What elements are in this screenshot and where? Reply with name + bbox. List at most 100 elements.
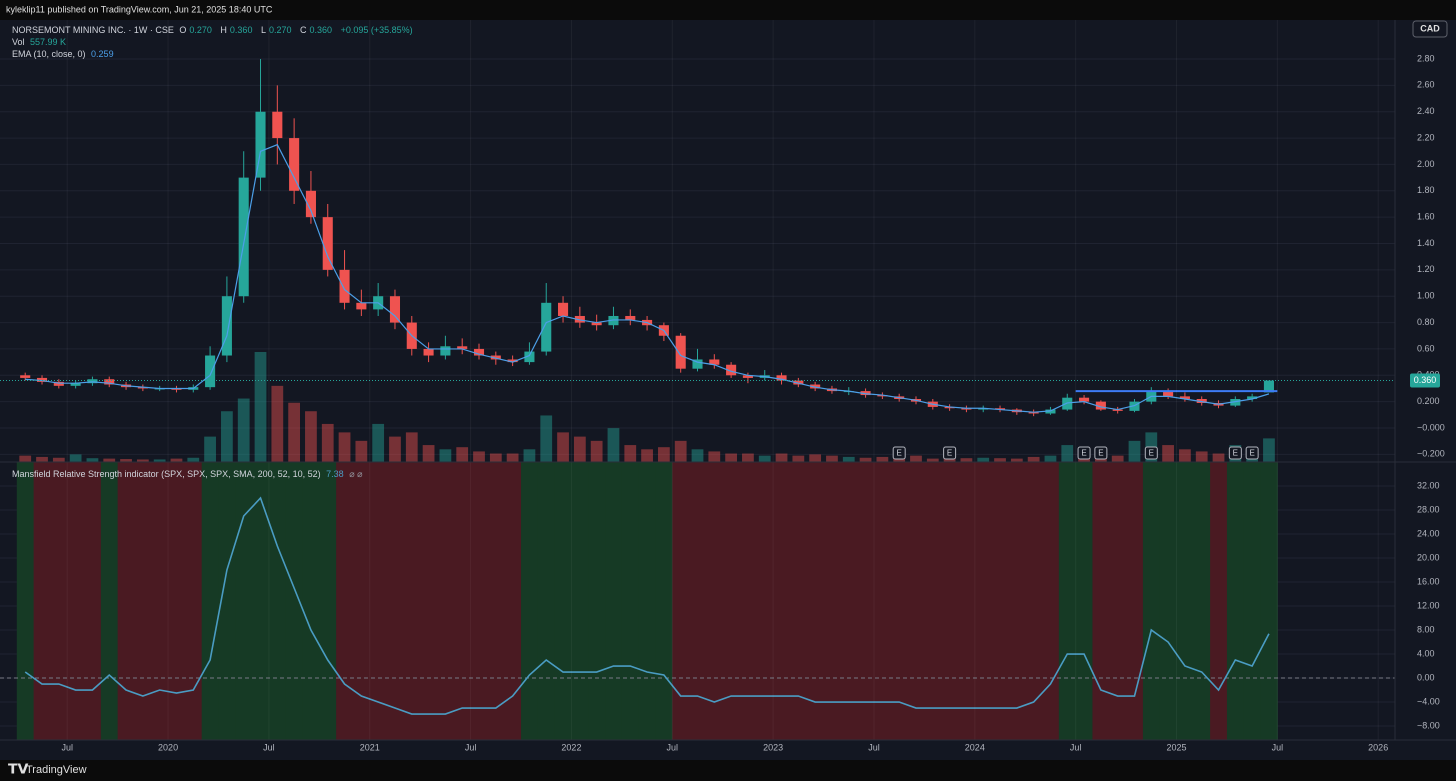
y-tick-label: 2.80 <box>1417 53 1435 63</box>
regime-band <box>352 462 371 740</box>
regime-band <box>638 462 656 740</box>
candle-body <box>104 379 115 385</box>
candle-body <box>793 380 804 385</box>
volume-bar <box>204 436 216 462</box>
candle-body <box>1112 409 1123 411</box>
y-tick-label: 16.00 <box>1417 576 1440 586</box>
regime-band <box>117 462 135 740</box>
candle-body <box>726 364 737 376</box>
y-tick-label: 0.60 <box>1417 343 1435 353</box>
volume-bar <box>372 423 385 462</box>
regime-band <box>201 462 219 740</box>
x-tick-label: 2025 <box>1166 742 1186 752</box>
volume-bar <box>926 458 939 462</box>
candle-body <box>205 355 216 388</box>
volume-bar <box>1111 455 1124 462</box>
candle-body <box>356 302 367 310</box>
earnings-label: E <box>947 449 952 458</box>
currency-box[interactable] <box>1412 20 1448 38</box>
volume-bar <box>1195 451 1208 462</box>
regime-band <box>84 462 102 740</box>
legend-row: NORSEMONT MINING INC. · 1W · CSE O 0.270 … <box>12 25 416 35</box>
candle-body <box>541 302 552 352</box>
y-tick-label: 1.40 <box>1417 238 1435 248</box>
volume-bar <box>405 432 418 462</box>
x-tick-label: 2020 <box>158 742 178 752</box>
ohlc-name: C <box>300 25 307 35</box>
regime-band <box>1126 462 1144 740</box>
ema-value: 0.259 <box>91 49 114 59</box>
volume-bar <box>103 458 116 462</box>
regime-band <box>50 462 68 740</box>
candle-body <box>36 377 48 382</box>
indicator-extra: ⌀ ⌀ <box>349 469 363 479</box>
ema-name: EMA (10, close, 0) <box>12 49 86 59</box>
volume-value: 557.99 K <box>30 37 67 47</box>
regime-band <box>521 462 539 740</box>
candle-body <box>692 359 703 369</box>
regime-band <box>705 462 724 740</box>
candle-body <box>272 111 283 139</box>
y-tick-label: −4.00 <box>1417 696 1440 706</box>
volume-bar <box>842 456 855 462</box>
regime-band <box>168 462 186 740</box>
volume-bar <box>355 440 368 462</box>
volume-bar <box>960 458 973 462</box>
y-tick-label: 32.00 <box>1417 480 1440 490</box>
x-tick-label: Jul <box>1070 742 1082 752</box>
candle-body <box>255 111 266 178</box>
candle-body <box>457 346 468 349</box>
regime-band <box>890 462 909 740</box>
volume-bar <box>658 447 670 462</box>
y-tick-label: 20.00 <box>1417 552 1440 562</box>
regime-band <box>33 462 51 740</box>
regime-band <box>1243 462 1262 740</box>
candle-body <box>221 296 232 356</box>
regime-band <box>991 462 1009 740</box>
y-tick-label: 4.00 <box>1417 648 1435 658</box>
regime-band <box>739 462 757 740</box>
ohlc: L 0.270 <box>261 25 295 35</box>
x-tick-label: Jul <box>263 742 275 752</box>
candle-body <box>53 381 64 386</box>
candle-body <box>473 348 485 356</box>
volume-bar <box>1179 449 1191 462</box>
regime-band <box>151 462 169 740</box>
regime-band <box>268 462 287 740</box>
candle-body <box>20 375 31 378</box>
candle-body <box>339 269 350 303</box>
regime-band <box>134 462 152 740</box>
volume-bar <box>826 455 838 462</box>
y-tick-label: −8.00 <box>1417 720 1440 730</box>
volume-bar <box>1010 458 1023 462</box>
volume-bar <box>473 451 485 462</box>
volume-bar <box>910 455 922 462</box>
volume-bar <box>691 449 704 462</box>
regime-band <box>319 462 337 740</box>
regime-band <box>1210 462 1228 740</box>
volume-bar <box>708 451 721 462</box>
regime-band <box>655 462 673 740</box>
last-price-tag <box>1410 373 1440 388</box>
y-tick-label: 8.00 <box>1417 624 1435 634</box>
candle-body <box>591 322 602 326</box>
volume-bar <box>540 415 553 462</box>
candle-body <box>978 408 989 410</box>
regime-band <box>369 462 388 740</box>
currency[interactable]: CAD <box>1420 23 1440 33</box>
y-tick-label: −0.000 <box>1417 422 1445 432</box>
regime-band <box>100 462 119 740</box>
regime-band <box>302 462 320 740</box>
regime-band <box>285 462 304 740</box>
volume-bar <box>1162 445 1174 462</box>
x-tick-label: Jul <box>61 742 73 752</box>
regime-band <box>689 462 707 740</box>
volume-bar <box>187 457 200 462</box>
regime-band <box>470 462 488 740</box>
regime-band <box>184 462 203 740</box>
candle-body <box>1196 399 1207 403</box>
volume-bar <box>86 458 99 462</box>
ohlc-value: 0.270 <box>268 25 292 35</box>
regime-band <box>1025 462 1043 740</box>
top-bar <box>0 0 1456 20</box>
